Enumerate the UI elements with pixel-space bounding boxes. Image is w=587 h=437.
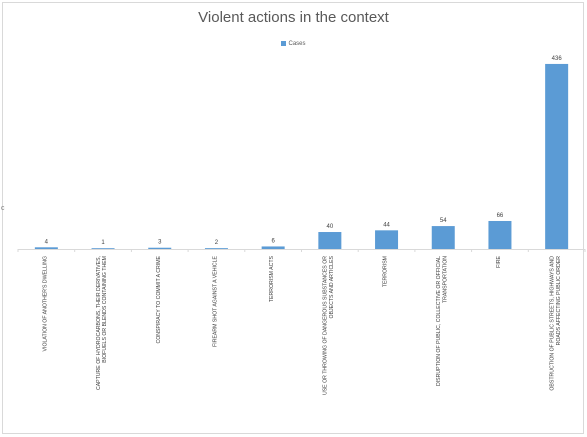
bar-6 bbox=[318, 232, 342, 249]
legend: Cases bbox=[0, 40, 587, 48]
left-edge-glyph: c bbox=[1, 205, 5, 212]
bar-2 bbox=[91, 248, 115, 249]
category-label-3: CONSPIRACY TO COMMIT A CRIME bbox=[156, 255, 162, 343]
chart-title: Violent actions in the context bbox=[198, 9, 389, 26]
category-label-2: CAPTURE OF HYDROCARBONS, THEIR DERIVATIV… bbox=[96, 256, 108, 390]
bar-9 bbox=[488, 220, 512, 249]
category-label-6: USE OR THROWING OF DANGEROUS SUBSTANCES … bbox=[323, 255, 335, 395]
bar-7 bbox=[375, 230, 399, 249]
legend-swatch bbox=[281, 40, 287, 46]
data-label-3: 3 bbox=[158, 240, 162, 246]
data-label-7: 44 bbox=[383, 222, 390, 228]
data-label-9: 66 bbox=[497, 213, 504, 219]
data-label-1: 4 bbox=[45, 239, 49, 245]
data-label-6: 40 bbox=[327, 224, 334, 230]
data-label-8: 54 bbox=[440, 218, 447, 224]
bar-1 bbox=[34, 247, 58, 249]
data-label-5: 6 bbox=[271, 238, 275, 244]
data-label-2: 1 bbox=[101, 240, 105, 246]
data-label-4: 2 bbox=[215, 240, 219, 246]
bar-8 bbox=[431, 226, 455, 249]
category-label-8: DISRUPTION OF PUBLIC, COLLECTIVE OR OFFI… bbox=[436, 256, 448, 386]
legend-label: Cases bbox=[288, 41, 306, 47]
category-label-9: FIRE bbox=[496, 255, 502, 267]
bar-4 bbox=[204, 248, 228, 249]
category-label-10: OBSTRUCTION OF PUBLIC STREETS, HIGHWAYS … bbox=[549, 256, 561, 391]
category-label-4: FIREARM SHOT AGAINST A VEHICLE bbox=[212, 255, 218, 346]
bar-5 bbox=[261, 246, 285, 249]
bar-3 bbox=[148, 247, 172, 249]
category-label-7: TERRORISM bbox=[383, 256, 389, 287]
category-label-1: VIOLATION OF ANOTHER'S DWELLING bbox=[42, 256, 48, 351]
data-label-10: 436 bbox=[552, 56, 563, 62]
bar-10 bbox=[545, 63, 569, 249]
category-label-5: TERRORISM ACTS bbox=[269, 255, 275, 302]
